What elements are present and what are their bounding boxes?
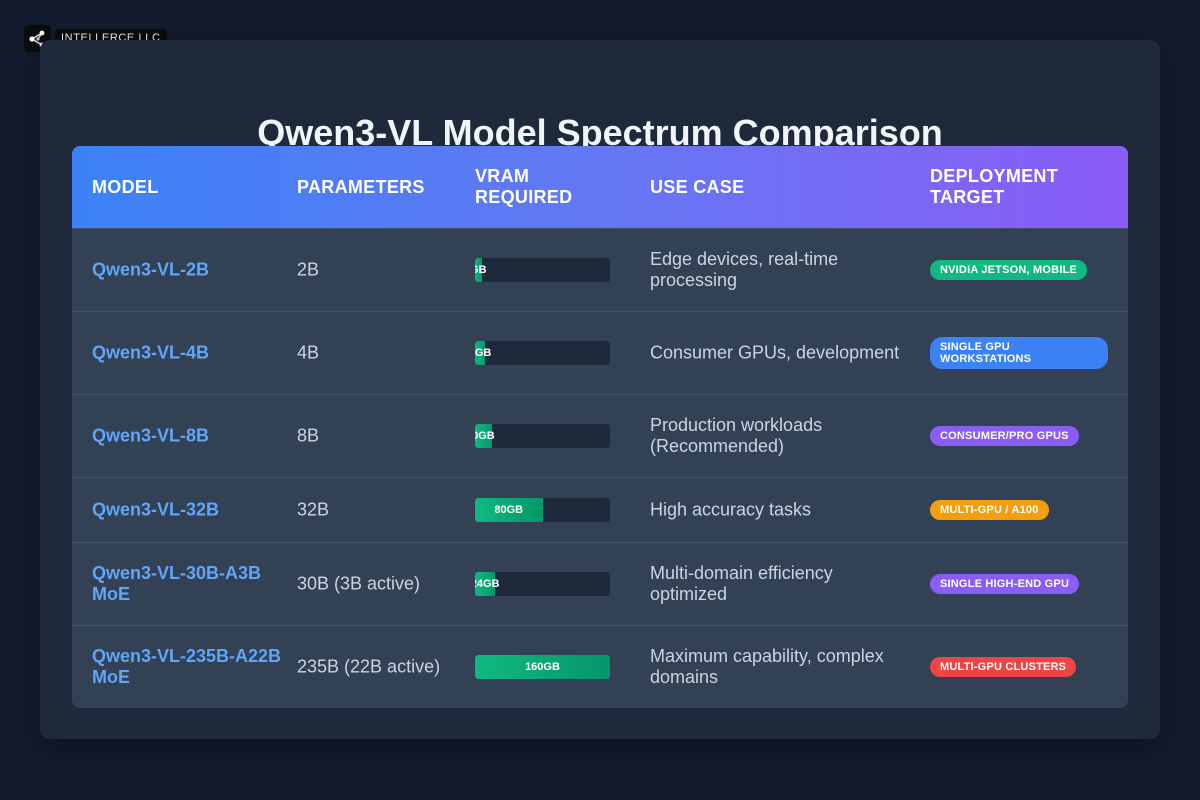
vram-bar: GB	[475, 258, 610, 282]
vram-bar-fill: 0GB	[475, 424, 495, 448]
deployment-cell: MULTI-GPU / A100	[930, 500, 1120, 520]
header-parameters: PARAMETERS	[297, 176, 425, 197]
vram-bar: 0GB	[475, 424, 610, 448]
vram-cell: 0GB	[475, 424, 615, 448]
vram-cell: 160GB	[475, 655, 615, 679]
parameters: 4B	[297, 342, 320, 363]
deployment-cell: MULTI-GPU CLUSTERS	[930, 657, 1120, 677]
vram-bar: 2GB	[475, 341, 610, 365]
deployment-badge: CONSUMER/PRO GPUS	[930, 426, 1079, 446]
parameters: 235B (22B active)	[297, 656, 441, 677]
deployment-badge: NVIDIA JETSON, MOBILE	[930, 260, 1088, 280]
table-row: Qwen3-VL-30B-A3B MoE 30B (3B active) 24G…	[72, 542, 1128, 625]
deployment-badge: MULTI-GPU CLUSTERS	[930, 657, 1077, 677]
comparison-table: MODEL PARAMETERS VRAM REQUIRED USE CASE …	[72, 146, 1128, 708]
table-row: Qwen3-VL-32B 32B 80GB High accuracy task…	[72, 477, 1128, 542]
model-name: Qwen3-VL-4B	[92, 342, 210, 363]
comparison-card: Qwen3-VL Model Spectrum Comparison MODEL…	[40, 40, 1160, 739]
parameters: 30B (3B active)	[297, 573, 421, 594]
use-case: Production workloads (Recommended)	[650, 415, 823, 456]
table-row: Qwen3-VL-4B 4B 2GB Consumer GPUs, develo…	[72, 311, 1128, 394]
deployment-cell: SINGLE HIGH-END GPU	[930, 574, 1120, 594]
model-name: Qwen3-VL-8B	[92, 425, 210, 446]
use-case: Maximum capability, complex domains	[650, 646, 884, 687]
page-title: Qwen3-VL Model Spectrum Comparison	[257, 112, 943, 153]
parameters: 8B	[297, 425, 320, 446]
model-name: Qwen3-VL-2B	[92, 259, 210, 280]
vram-bar: 160GB	[475, 655, 610, 679]
deployment-badge: MULTI-GPU / A100	[930, 500, 1049, 520]
vram-bar: 24GB	[475, 572, 610, 596]
table-header: MODEL PARAMETERS VRAM REQUIRED USE CASE …	[72, 146, 1128, 228]
vram-cell: 2GB	[475, 341, 615, 365]
use-case: Consumer GPUs, development	[650, 342, 900, 363]
use-case: High accuracy tasks	[650, 499, 812, 520]
header-use-case: USE CASE	[650, 176, 745, 197]
use-case: Edge devices, real-time processing	[650, 249, 839, 290]
deployment-cell: CONSUMER/PRO GPUS	[930, 426, 1120, 446]
deployment-cell: NVIDIA JETSON, MOBILE	[930, 260, 1120, 280]
parameters: 32B	[297, 499, 330, 520]
vram-bar-fill: 160GB	[475, 655, 610, 679]
model-name: Qwen3-VL-32B	[92, 499, 220, 520]
header-deployment: DEPLOYMENT TARGET	[930, 166, 1059, 207]
deployment-badge: SINGLE HIGH-END GPU	[930, 574, 1080, 594]
deployment-badge: SINGLE GPU WORKSTATIONS	[930, 337, 1108, 369]
header-model: MODEL	[92, 176, 159, 197]
table-row: Qwen3-VL-2B 2B GB Edge devices, real-tim…	[72, 228, 1128, 311]
vram-cell: GB	[475, 258, 615, 282]
table-row: Qwen3-VL-8B 8B 0GB Production workloads …	[72, 394, 1128, 477]
table-row: Qwen3-VL-235B-A22B MoE 235B (22B active)…	[72, 625, 1128, 708]
deployment-cell: SINGLE GPU WORKSTATIONS	[930, 337, 1120, 369]
header-vram: VRAM REQUIRED	[475, 166, 573, 207]
model-name: Qwen3-VL-30B-A3B MoE	[92, 563, 262, 604]
network-nodes-icon	[24, 25, 51, 52]
vram-cell: 24GB	[475, 572, 615, 596]
vram-bar-fill: 24GB	[475, 572, 500, 596]
vram-cell: 80GB	[475, 498, 615, 522]
vram-bar-fill: 80GB	[475, 498, 543, 522]
vram-bar-fill: 2GB	[475, 341, 491, 365]
vram-bar-fill: GB	[475, 258, 487, 282]
use-case: Multi-domain efficiency optimized	[650, 563, 833, 604]
parameters: 2B	[297, 259, 320, 280]
vram-bar: 80GB	[475, 498, 610, 522]
model-name: Qwen3-VL-235B-A22B MoE	[92, 646, 282, 687]
